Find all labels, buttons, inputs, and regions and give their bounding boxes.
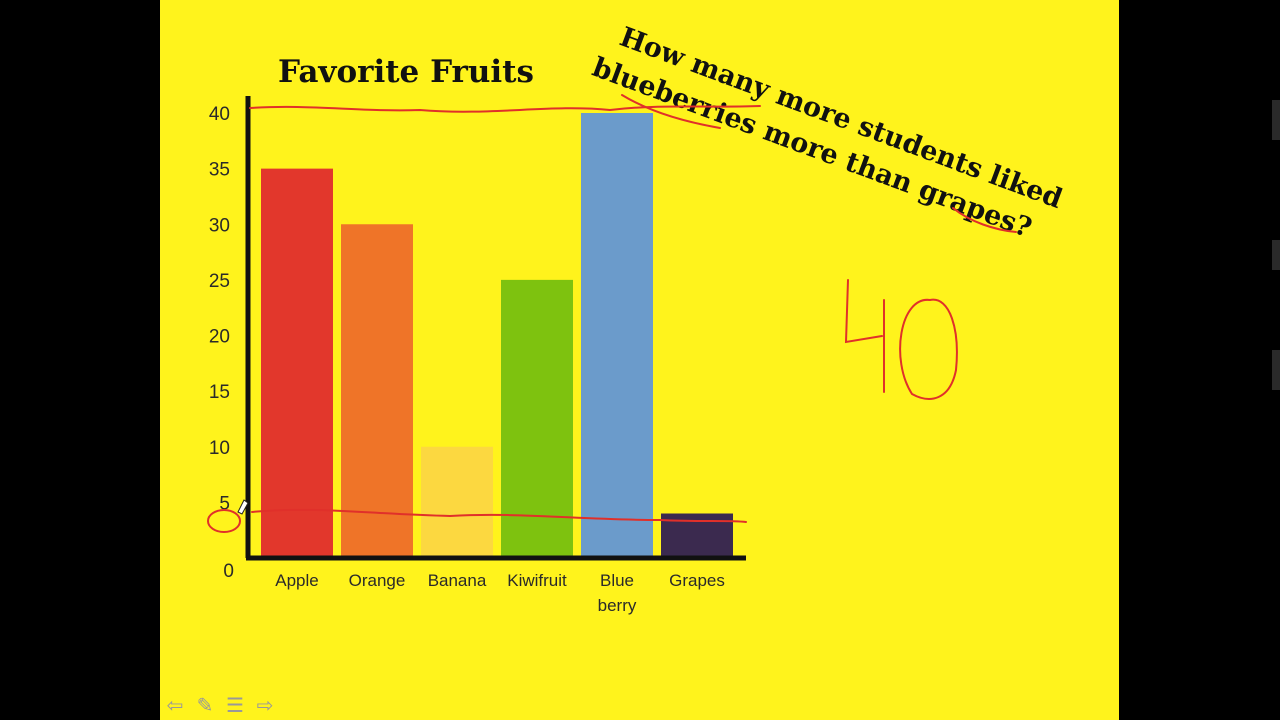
y-tick-label: 30 [209,215,230,236]
y-tick-label: 15 [209,382,230,403]
question-annotation: How many more students liked blueberries… [588,22,1067,245]
category-label: Kiwifruit [507,571,567,590]
bar-blueberry [581,113,653,558]
category-label: Blue berry [598,571,637,615]
bar-chart: Favorite Fruits 0 5 10 15 20 25 30 35 40 Apple Or… [207,22,1067,615]
slide: Favorite Fruits 0 5 10 15 20 25 30 35 40 Apple Or… [160,0,1119,720]
chart-title: Favorite Fruits [278,54,534,90]
y-tick-label: 10 [209,438,230,459]
category-label: Banana [428,571,487,590]
ink-digit-four [844,279,885,393]
y-tick-label: 25 [209,271,230,292]
slide-toolbar: ⇦ ✎ ☰ ⇨ [164,694,276,718]
y-tick-label: 35 [209,160,230,181]
bar-banana [421,446,493,558]
category-label: Apple [275,571,318,590]
y-tick-label: 40 [209,104,230,125]
question-line-2: blueberries more than grapes? [588,52,1036,244]
ink-circle-five [207,509,241,533]
pen-icon[interactable]: ✎ [196,695,214,717]
scrollbar-mark [1272,240,1280,270]
ink-line-top [249,105,761,113]
ink-line-bottom [251,508,747,523]
bars-group [261,113,733,558]
y-tick-label: 5 [219,493,230,514]
y-tick-label: 0 [223,561,234,582]
right-dark-strip [1119,0,1280,720]
bar-kiwifruit [501,279,573,558]
y-tick-label: 20 [209,327,230,348]
y-axis-ticks: 0 5 10 15 20 25 30 35 40 [209,104,234,582]
menu-icon[interactable]: ☰ [226,695,244,717]
handwriting-ink [207,94,1017,533]
x-axis-categories: Apple Orange Banana Kiwifruit Blue berry Grape… [275,571,725,615]
category-label: Orange [349,571,406,590]
ink-digit-zero [899,298,958,400]
bar-orange [341,224,413,558]
pen-cursor-icon [237,499,249,515]
bar-apple [261,168,333,558]
category-label: Grapes [669,571,725,590]
ink-underline-blueberries [621,94,721,129]
arrow-left-icon[interactable]: ⇦ [166,695,184,717]
question-line-1: How many more students liked [616,22,1067,216]
arrow-right-icon[interactable]: ⇨ [256,695,274,717]
scrollbar-mark [1272,350,1280,390]
ink-underline-grapes [952,207,1017,233]
scrollbar-mark [1272,100,1280,140]
